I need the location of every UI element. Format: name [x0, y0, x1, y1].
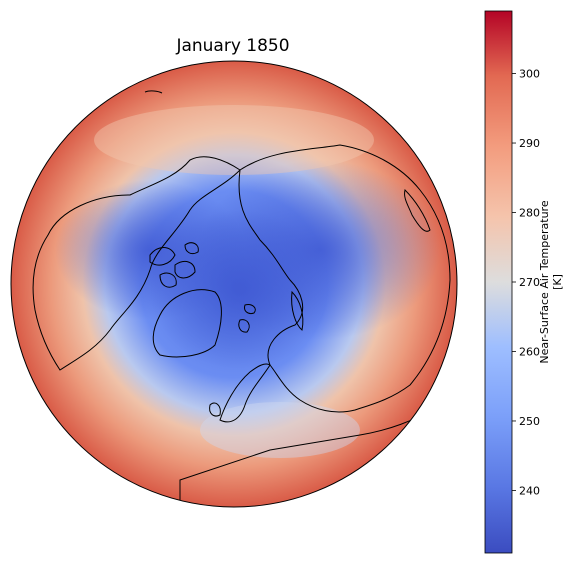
colorbar-gradient — [484, 10, 513, 554]
colorbar-tick-label: 250 — [519, 415, 540, 428]
globe-outline — [10, 60, 458, 508]
colorbar-tick-label: 280 — [519, 207, 540, 220]
coastlines — [32, 90, 457, 507]
warm-region-pacific — [94, 105, 374, 175]
colorbar-tick-label: 290 — [519, 137, 540, 150]
colorbar-tick-label: 300 — [519, 68, 540, 81]
colorbar-tick-label: 270 — [519, 276, 540, 289]
map-title: January 1850 — [176, 36, 290, 56]
colorbar-label-line2: [K] — [551, 274, 564, 290]
cool-region-atlantic — [200, 402, 360, 458]
colorbar-tick-label: 240 — [519, 484, 540, 497]
colorbar-tick-label: 260 — [519, 345, 540, 358]
colorbar-label-line1: Near-Surface Air Temperature — [538, 200, 551, 363]
colorbar-ticks: 240 250 260 270 280 290 300 — [512, 68, 540, 497]
